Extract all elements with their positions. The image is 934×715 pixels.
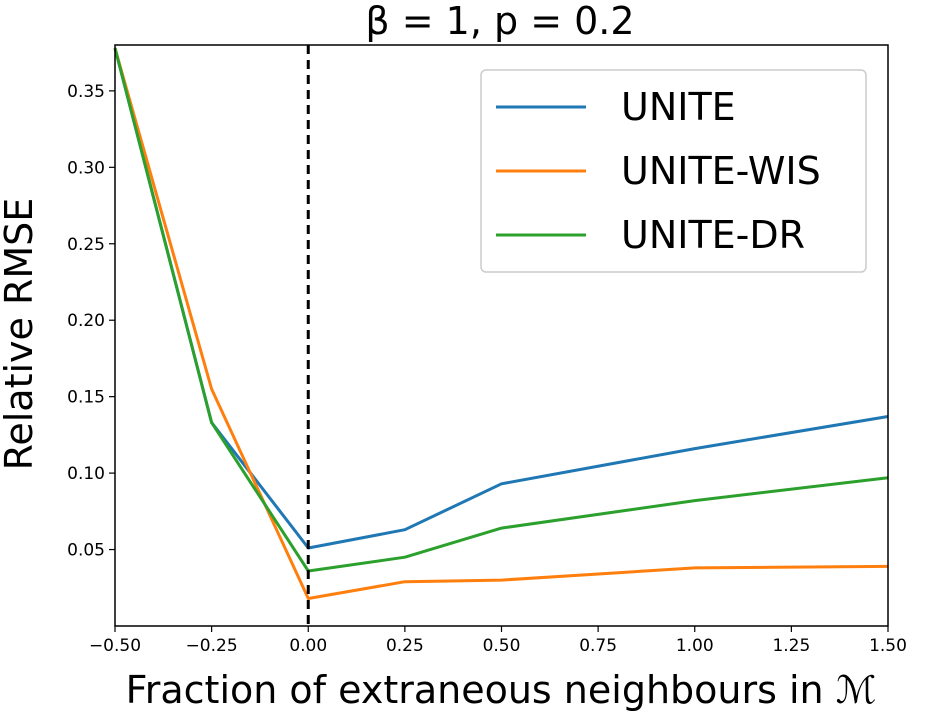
legend-label: UNITE-DR bbox=[621, 213, 805, 257]
legend-label: UNITE-WIS bbox=[621, 149, 821, 193]
y-tick-label: 0.35 bbox=[67, 82, 105, 102]
legend: UNITE UNITE-WIS UNITE-DR bbox=[480, 69, 867, 273]
y-tick-label: 0.30 bbox=[67, 158, 105, 178]
x-axis-label: Fraction of extraneous neighbours in ℳ bbox=[126, 668, 877, 712]
y-tick-label: 0.10 bbox=[67, 464, 105, 484]
x-axis-ticks: −0.50 −0.25 0.00 0.25 0.50 0.75 1.00 1.25 1.50 bbox=[89, 626, 907, 656]
y-axis-ticks: 0.05 0.10 0.15 0.20 0.25 0.30 0.35 bbox=[67, 82, 115, 561]
series-lines bbox=[113, 44, 889, 627]
series-line-unite-dr bbox=[113, 47, 889, 573]
y-tick-label: 0.15 bbox=[67, 388, 105, 408]
x-tick-label: 0.25 bbox=[386, 636, 424, 656]
x-tick-label: 1.50 bbox=[869, 636, 907, 656]
y-tick-label: 0.20 bbox=[67, 311, 105, 331]
x-tick-label: 1.00 bbox=[676, 636, 714, 656]
x-tick-label: 1.25 bbox=[772, 636, 810, 656]
x-tick-label: 0.00 bbox=[289, 636, 327, 656]
y-tick-label: 0.05 bbox=[67, 541, 105, 561]
x-tick-label: −0.50 bbox=[89, 636, 141, 656]
legend-box bbox=[480, 69, 867, 273]
series-line-unite-wis bbox=[113, 47, 889, 600]
x-tick-label: 0.75 bbox=[579, 636, 617, 656]
chart-title: β = 1, p = 0.2 bbox=[365, 0, 634, 43]
x-tick-label: 0.50 bbox=[483, 636, 521, 656]
y-tick-label: 0.25 bbox=[67, 235, 105, 255]
x-tick-label: −0.25 bbox=[186, 636, 238, 656]
axes-frame bbox=[114, 44, 889, 627]
legend-label: UNITE bbox=[621, 85, 736, 129]
y-axis-label: Relative RMSE bbox=[0, 198, 41, 471]
